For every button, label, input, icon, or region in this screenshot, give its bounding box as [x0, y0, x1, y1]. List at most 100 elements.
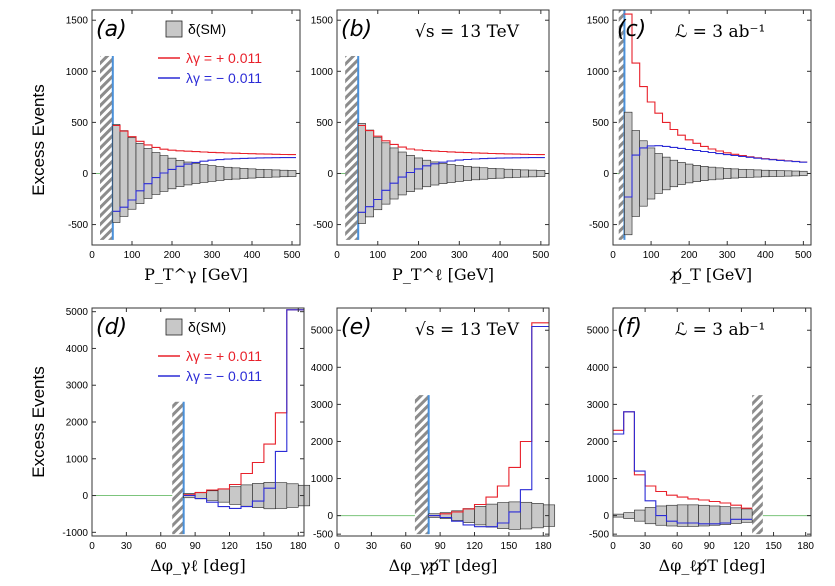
- xtick-label-a-1: 100: [124, 250, 141, 261]
- series-plus-d: [183, 309, 304, 496]
- ytick-label-d-4: 3000: [66, 381, 89, 392]
- xtick-label-f-6: 180: [797, 541, 814, 552]
- sm-bin-f-12: [741, 508, 753, 523]
- cut-region-b: [345, 55, 359, 240]
- ytick-label-b-1: 0: [327, 169, 333, 180]
- sm-bin-e-6: [497, 502, 510, 529]
- frame-c: [612, 9, 812, 246]
- xtick-label-d-4: 120: [221, 541, 238, 552]
- cut-region-e: [414, 395, 429, 535]
- sm-bin-a-21: [279, 169, 289, 178]
- sm-bin-b-8: [422, 159, 432, 188]
- sm-bin-b-20: [520, 169, 529, 178]
- sm-bin-f-11: [730, 507, 742, 524]
- sm-bin-c-1: [631, 130, 640, 217]
- sm-bin-e-8: [520, 501, 533, 530]
- sm-bin-c-12: [715, 167, 724, 180]
- annotation-b: √s = 13 TeV: [415, 22, 520, 42]
- sm-bin-d-1: [194, 491, 207, 500]
- series-minus-b: [358, 157, 545, 213]
- sm-bin-e-7: [508, 501, 521, 530]
- sm-bin-b-12: [454, 165, 464, 182]
- sm-bin-b-13: [463, 166, 472, 181]
- ytick-label-f-5: 4000: [587, 363, 610, 374]
- sm-bin-c-18: [761, 169, 770, 178]
- xtick-label-b-2: 200: [410, 250, 427, 261]
- sm-bin-b-11: [446, 164, 456, 183]
- sm-bin-d-5: [240, 484, 253, 507]
- xtick-label-a-5: 500: [284, 250, 301, 261]
- series-plus-f: [613, 411, 753, 509]
- sm-bin-c-0: [624, 111, 633, 236]
- legend-label-plus: λγ = + 0.011: [186, 50, 262, 66]
- annotation-f: ℒ = 3 ab⁻¹: [675, 320, 765, 340]
- series-minus-a: [112, 157, 296, 212]
- sm-bin-f-8: [698, 504, 710, 527]
- x-axis-label-c: p̸_T [GeV]: [669, 265, 752, 284]
- sm-bin-e-5: [485, 503, 498, 528]
- xtick-label-b-1: 100: [369, 250, 386, 261]
- xtick-label-c-4: 400: [757, 250, 774, 261]
- sm-bin-c-8: [685, 163, 694, 184]
- ytick-label-f-3: 2000: [587, 437, 610, 448]
- xtick-label-e-6: 180: [535, 541, 552, 552]
- x-axis-label-f: Δφ_ℓp̸T [deg]: [659, 556, 766, 575]
- xtick-label-d-6: 180: [290, 541, 307, 552]
- frame-f: [612, 307, 812, 537]
- ytick-label-f-0: -500: [589, 530, 609, 541]
- ytick-label-c-3: 1000: [587, 67, 610, 78]
- y-axis-label-bottom: Excess Events: [29, 366, 48, 478]
- annotation-c: ℒ = 3 ab⁻¹: [675, 22, 765, 42]
- plot-area-f: [613, 308, 811, 536]
- ytick-label-d-2: 1000: [66, 454, 89, 465]
- sm-bin-b-10: [438, 163, 448, 184]
- xtick-label-c-5: 500: [795, 250, 812, 261]
- xtick-label-e-0: 0: [334, 541, 340, 552]
- ytick-label-f-4: 3000: [587, 400, 610, 411]
- sm-bin-c-13: [723, 168, 732, 179]
- sm-bin-a-2: [127, 137, 137, 210]
- ytick-label-c-1: 0: [603, 169, 609, 180]
- xtick-label-d-3: 90: [190, 541, 202, 552]
- xtick-label-a-2: 200: [164, 250, 181, 261]
- sm-bin-b-0: [357, 123, 366, 224]
- frame-a: [91, 9, 301, 246]
- sm-bin-a-20: [271, 169, 281, 178]
- sm-bin-c-23: [799, 170, 808, 177]
- sm-bin-a-12: [207, 165, 217, 182]
- sm-bin-b-5: [397, 151, 407, 196]
- panel-a: 0 100 200 300 400 500 -500 0 500 1000 1500 (a) P_T^γ…: [66, 9, 301, 284]
- sm-bin-a-15: [231, 167, 241, 180]
- xtick-label-f-0: 0: [610, 541, 616, 552]
- sm-bin-b-19: [512, 169, 521, 178]
- panel-d: 0 30 60 90 120 150 180-10000100020003000400050…: [62, 307, 311, 575]
- sm-bin-a-4: [143, 148, 153, 199]
- sm-bin-a-11: [199, 164, 209, 183]
- sm-bin-d-9: [286, 483, 299, 508]
- series-minus-e: [428, 325, 549, 528]
- legend-label-minus: λγ = − 0.011: [186, 368, 262, 384]
- xtick-label-c-2: 200: [681, 250, 698, 261]
- sm-bin-d-8: [275, 482, 288, 509]
- cut-region-c: [618, 10, 625, 240]
- xtick-label-c-0: 0: [610, 250, 616, 261]
- xtick-label-d-0: 0: [89, 541, 95, 552]
- series-minus-c: [624, 145, 808, 198]
- panel-e: 0 30 60 90 120 150 180-50001000200030004000500…: [311, 307, 556, 575]
- ytick-label-e-4: 3000: [311, 400, 334, 411]
- ytick-label-e-6: 5000: [311, 326, 334, 337]
- panel-b: 0 100 200 300 400 500 -500 0 500 1000 1500 (b) √s = …: [311, 9, 550, 284]
- ytick-label-c-4: 1500: [587, 16, 610, 27]
- legend-label-plus: λγ = + 0.011: [186, 348, 262, 364]
- sm-bin-a-19: [263, 169, 273, 178]
- sm-bin-f-3: [644, 507, 657, 525]
- xtick-label-d-1: 30: [121, 541, 133, 552]
- frame-b: [336, 9, 550, 246]
- xtick-label-b-3: 300: [451, 250, 468, 261]
- xtick-label-e-4: 120: [466, 541, 483, 552]
- ytick-label-a-1: 0: [82, 169, 88, 180]
- xtick-label-d-5: 150: [256, 541, 273, 552]
- sm-bin-a-0: [112, 124, 121, 223]
- ytick-label-e-0: -500: [313, 530, 333, 541]
- xtick-label-b-5: 500: [533, 250, 550, 261]
